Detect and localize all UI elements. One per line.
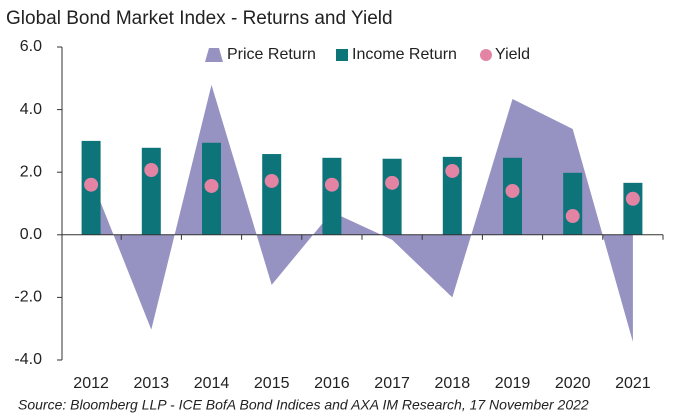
yield-dot [264,173,279,188]
x-tick-label: 2017 [374,375,410,392]
legend-swatch [336,49,348,61]
yield-dot [144,163,159,178]
legend-swatch [205,48,223,62]
y-tick-label: -2.0 [14,289,42,306]
y-tick-label: 0.0 [20,226,42,243]
x-tick-label: 2016 [314,375,350,392]
yield-dot [625,191,640,206]
y-tick-label: 2.0 [20,163,42,180]
x-tick-label: 2021 [615,375,651,392]
yield-dot [505,183,520,198]
income-bar [141,147,161,235]
x-tick-label: 2020 [555,375,591,392]
income-bar [442,156,462,235]
legend-label: Income Return [352,46,457,63]
yield-dot [324,177,339,192]
x-tick-label: 2014 [194,375,230,392]
yield-dot [445,163,460,178]
y-tick-label: -4.0 [14,351,42,368]
x-tick-label: 2012 [73,375,109,392]
price-return-area [91,84,633,342]
source-note: Source: Bloomberg LLP - ICE BofA Bond In… [18,397,589,413]
y-tick-label: 6.0 [20,38,42,55]
x-tick-label: 2019 [495,375,531,392]
income-bar [322,157,342,235]
x-tick-label: 2018 [435,375,471,392]
yield-dot [565,209,580,224]
legend-label: Price Return [227,46,316,63]
yield-dot [204,178,219,193]
income-bar [382,158,402,235]
income-bar [623,182,643,235]
chart-title: Global Bond Market Index - Returns and Y… [6,8,393,29]
legend-label: Yield [495,46,530,63]
income-bar [262,154,282,235]
yield-dot [385,175,400,190]
y-tick-label: 4.0 [20,101,42,118]
x-tick-label: 2013 [134,375,170,392]
x-tick-label: 2015 [254,375,290,392]
income-bar [563,172,583,235]
yield-dot [84,177,99,192]
legend-swatch [480,49,492,61]
